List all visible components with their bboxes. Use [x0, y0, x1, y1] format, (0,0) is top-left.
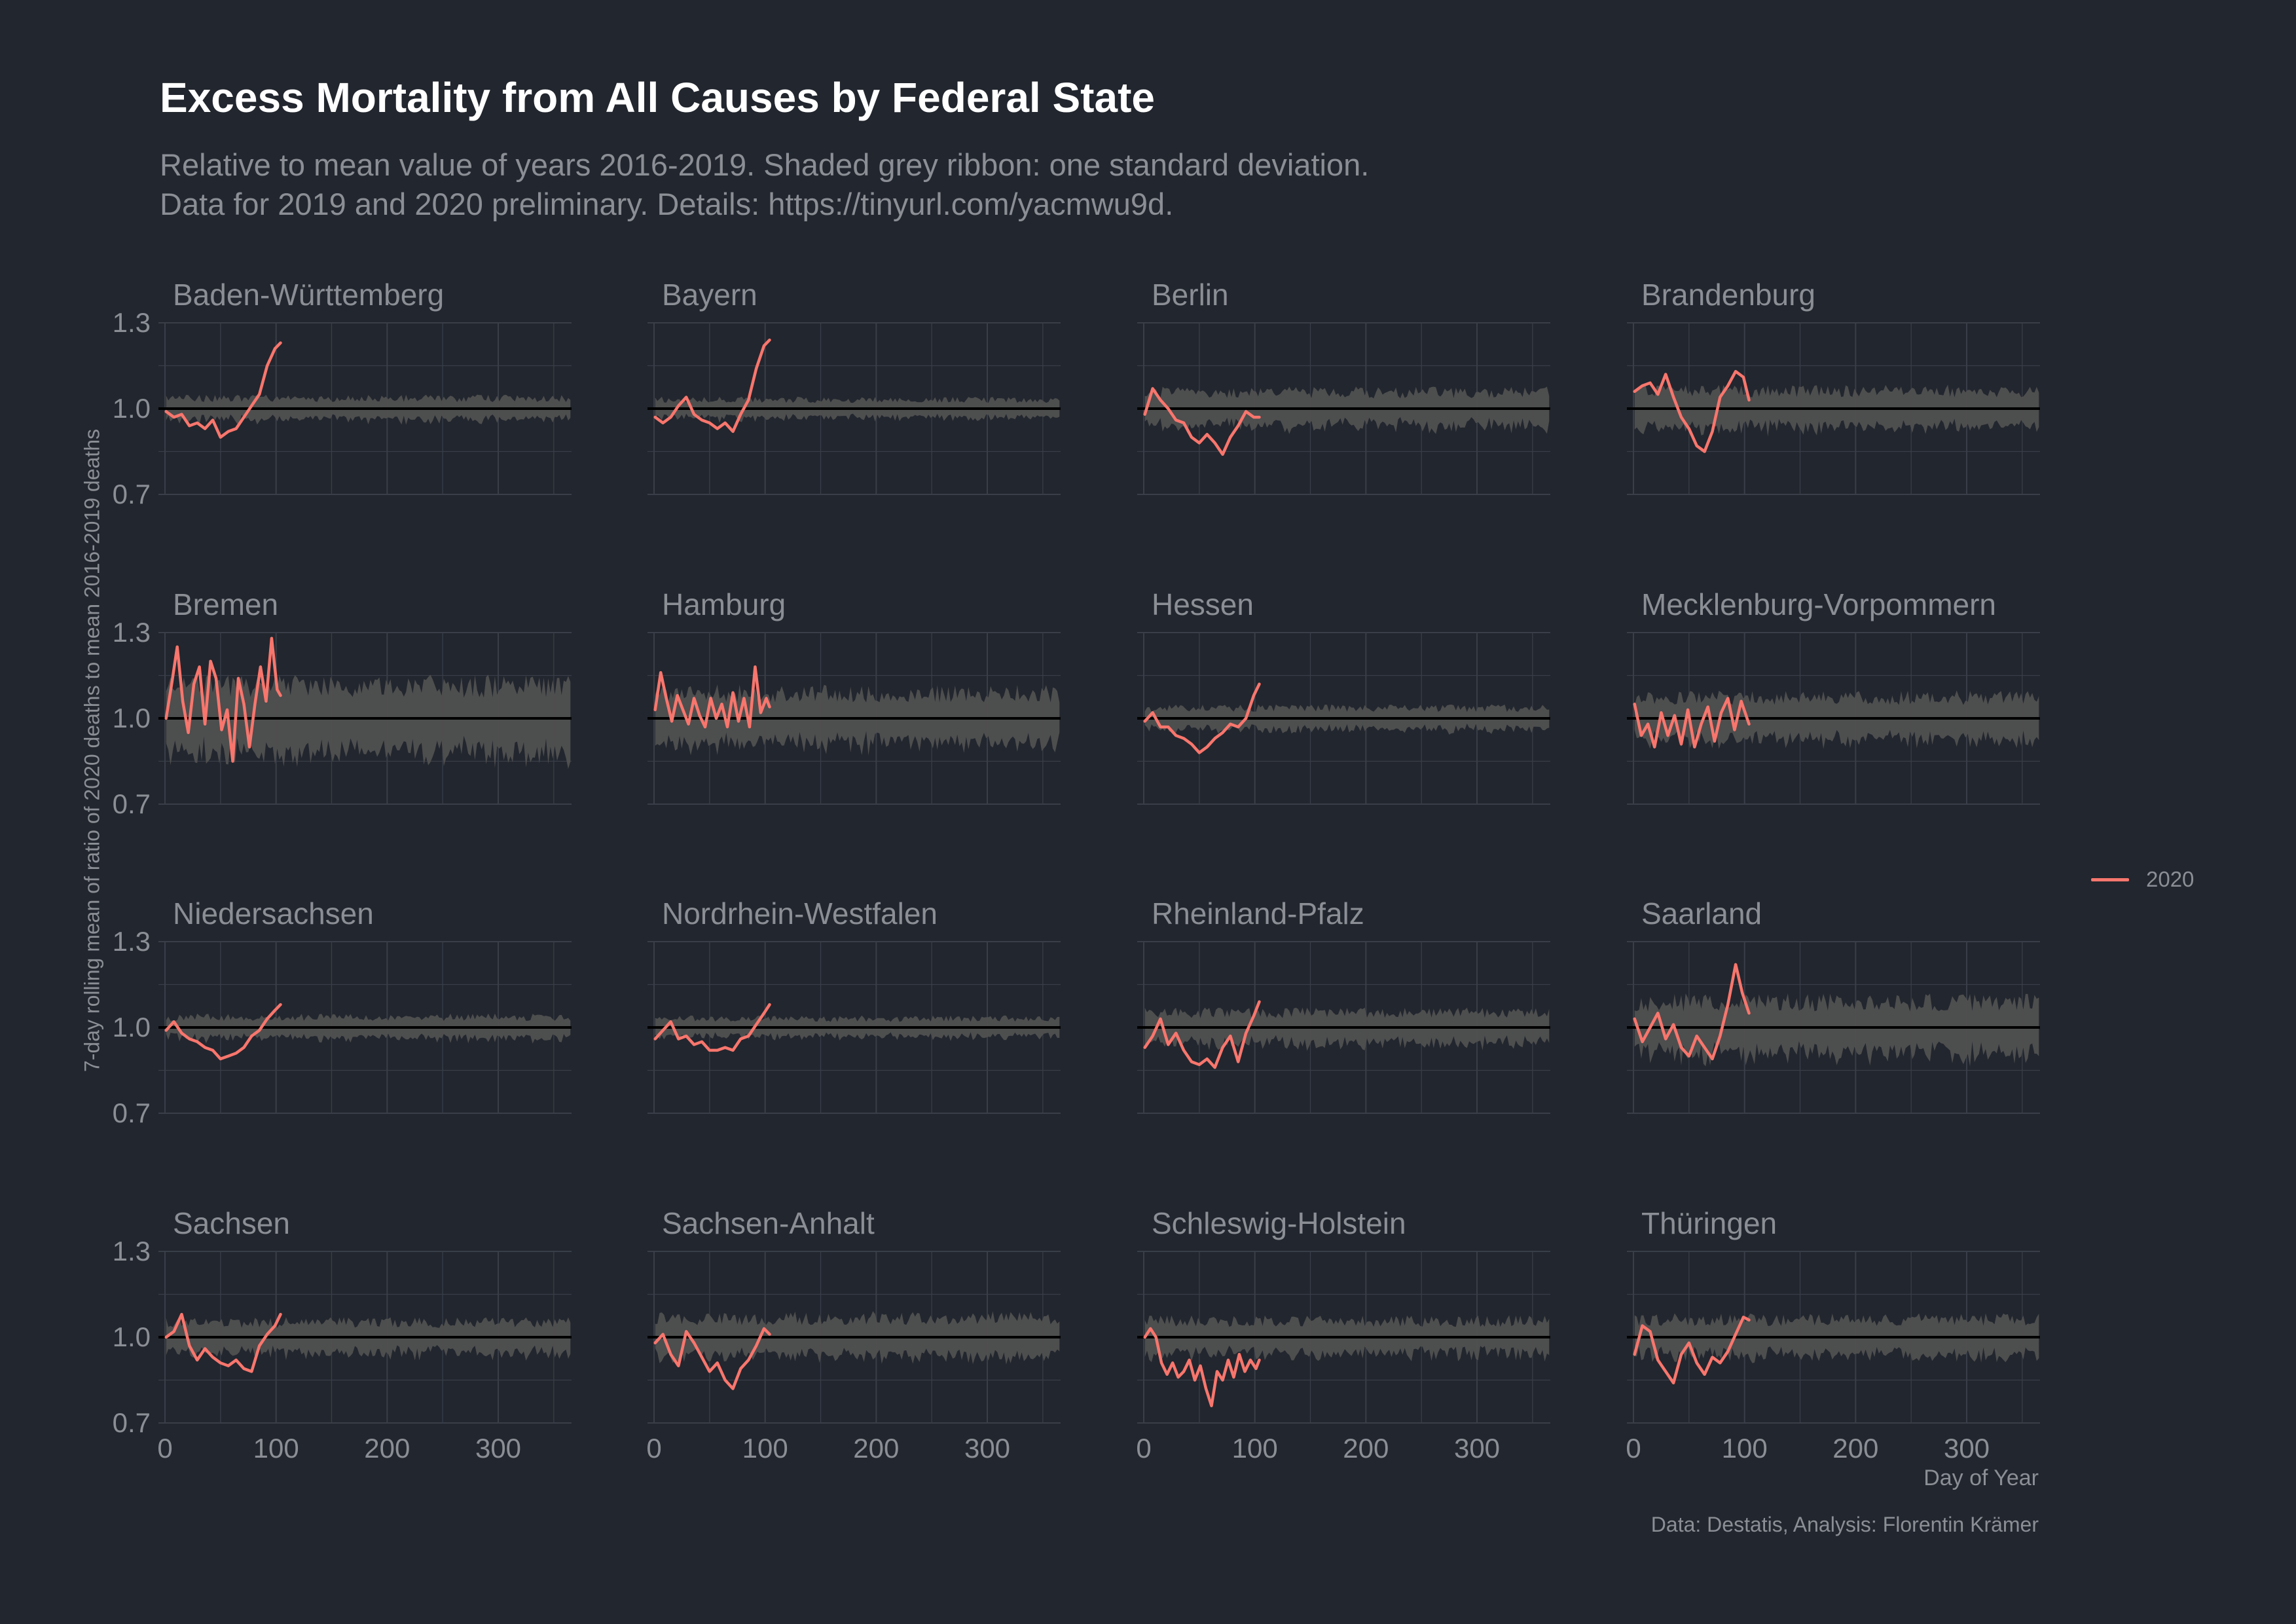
x-tick-label: 300	[1944, 1433, 1990, 1464]
series-line-2020	[1143, 682, 1261, 754]
facet-label: Hessen	[1152, 587, 1254, 621]
facet-panel: Rheinland-Pfalz	[1137, 896, 1550, 1114]
sd-ribbon	[166, 674, 571, 769]
x-tick-label: 0	[1626, 1433, 1641, 1464]
x-tick-label: 300	[1454, 1433, 1500, 1464]
facet-panel: Bayern	[647, 278, 1061, 495]
y-tick-label: 1.3	[113, 926, 151, 957]
x-tick-label: 100	[1232, 1433, 1278, 1464]
x-tick-label: 100	[1722, 1433, 1768, 1464]
legend: 2020	[2091, 867, 2194, 892]
y-tick-label: 0.7	[113, 479, 151, 509]
facet-label: Saarland	[1641, 896, 1762, 931]
series-line-2020	[1633, 1316, 1751, 1385]
sd-ribbon	[1634, 384, 2039, 437]
sd-ribbon	[1144, 1315, 1550, 1363]
facet-panel: Bremen 0.7 1.0 1.3	[113, 587, 572, 819]
chart-subtitle: Relative to mean value of years 2016-201…	[160, 145, 1369, 224]
y-axis-title: 7-day rolling mean of ratio of 2020 deat…	[80, 429, 104, 1072]
x-tick-label: 200	[1832, 1433, 1878, 1464]
x-tick-label: 100	[742, 1433, 788, 1464]
x-axis-title: Day of Year	[1923, 1466, 2039, 1490]
x-tick-label: 200	[1343, 1433, 1389, 1464]
sd-ribbon	[1144, 386, 1550, 434]
subtitle-line: Data for 2019 and 2020 preliminary. Deta…	[160, 187, 1174, 221]
facet-panel: Nordrhein-Westfalen	[647, 896, 1061, 1114]
y-tick-label: 1.0	[113, 1321, 151, 1352]
facet-label: Nordrhein-Westfalen	[662, 896, 938, 931]
series-line-2020	[1143, 1000, 1261, 1069]
series-line-2020	[164, 1312, 282, 1373]
chart-caption: Data: Destatis, Analysis: Florentin Kräm…	[1650, 1513, 2039, 1536]
y-tick-label: 1.3	[113, 307, 151, 338]
x-tick-label: 200	[853, 1433, 899, 1464]
facet-label: Rheinland-Pfalz	[1152, 896, 1364, 931]
facet-panel: Hessen	[1137, 587, 1550, 805]
series-line-2020	[653, 665, 771, 729]
sd-ribbon	[1634, 993, 2039, 1067]
facet-panel: Mecklenburg-Vorpommern	[1627, 587, 2040, 805]
facet-panel: Baden-Württemberg 0.7 1.0 1.3	[113, 278, 572, 509]
facet-panel: Saarland	[1627, 896, 2040, 1114]
facet-panel: Niedersachsen 0.7 1.0 1.3	[113, 896, 572, 1128]
series-line-2020	[164, 637, 282, 763]
facet-panel: Brandenburg	[1627, 278, 2040, 495]
facet-label: Brandenburg	[1641, 278, 1815, 312]
facet-panel: Sachsen-Anhalt 0 100 200 300	[646, 1206, 1061, 1464]
series-line-2020	[653, 1003, 771, 1052]
x-tick-label: 200	[364, 1433, 410, 1464]
facet-panel: Sachsen 0.7 1.0 1.3 0 100 200 300	[113, 1206, 572, 1464]
y-tick-label: 0.7	[113, 1407, 151, 1438]
facet-label: Thüringen	[1641, 1206, 1777, 1240]
facet-label: Mecklenburg-Vorpommern	[1641, 587, 1996, 621]
facet-label: Bayern	[662, 278, 757, 312]
y-tick-label: 0.7	[113, 1098, 151, 1128]
facet-label: Sachsen-Anhalt	[662, 1206, 875, 1240]
x-tick-label: 300	[964, 1433, 1010, 1464]
x-tick-label: 300	[475, 1433, 521, 1464]
facet-panel: Berlin	[1137, 278, 1550, 495]
subtitle-line: Relative to mean value of years 2016-201…	[160, 147, 1370, 182]
facet-panel: Hamburg	[647, 587, 1061, 805]
y-tick-label: 1.0	[113, 1012, 151, 1043]
series-line-2020	[653, 338, 771, 434]
y-tick-label: 0.7	[113, 788, 151, 819]
y-tick-label: 1.0	[113, 393, 151, 424]
sd-ribbon	[1144, 1007, 1550, 1051]
facet-label: Berlin	[1152, 278, 1229, 312]
facet-label: Bremen	[173, 587, 278, 621]
facet-panel: Thüringen 0 100 200 300	[1626, 1206, 2040, 1464]
series-line-2020	[1143, 387, 1261, 456]
series-line-2020	[164, 341, 282, 439]
sd-ribbon	[166, 1317, 571, 1361]
series-line-2020	[164, 1003, 282, 1061]
x-tick-label: 0	[157, 1433, 172, 1464]
facet-label: Sachsen	[173, 1206, 290, 1240]
facet-panel: Schleswig-Holstein 0 100 200 300	[1136, 1206, 1550, 1464]
x-tick-label: 0	[1136, 1433, 1151, 1464]
x-tick-label: 0	[646, 1433, 661, 1464]
facet-label: Baden-Württemberg	[173, 278, 444, 312]
y-tick-label: 1.3	[113, 617, 151, 648]
chart-title: Excess Mortality from All Causes by Fede…	[160, 74, 1155, 121]
series-line-2020	[653, 1327, 771, 1390]
series-line-2020	[1143, 1327, 1261, 1408]
y-tick-label: 1.3	[113, 1236, 151, 1266]
sd-ribbon	[1634, 690, 2039, 749]
legend-key-line	[2091, 877, 2129, 881]
facet-label: Schleswig-Holstein	[1152, 1206, 1406, 1240]
x-tick-label: 100	[253, 1433, 299, 1464]
sd-ribbon	[655, 684, 1060, 756]
series-line-2020	[1633, 697, 1751, 748]
series-line-2020	[1633, 963, 1751, 1061]
legend-label: 2020	[2146, 867, 2195, 891]
facet-label: Hamburg	[662, 587, 786, 621]
facet-label: Niedersachsen	[173, 896, 374, 931]
series-line-2020	[1633, 369, 1751, 453]
y-tick-label: 1.0	[113, 703, 151, 733]
